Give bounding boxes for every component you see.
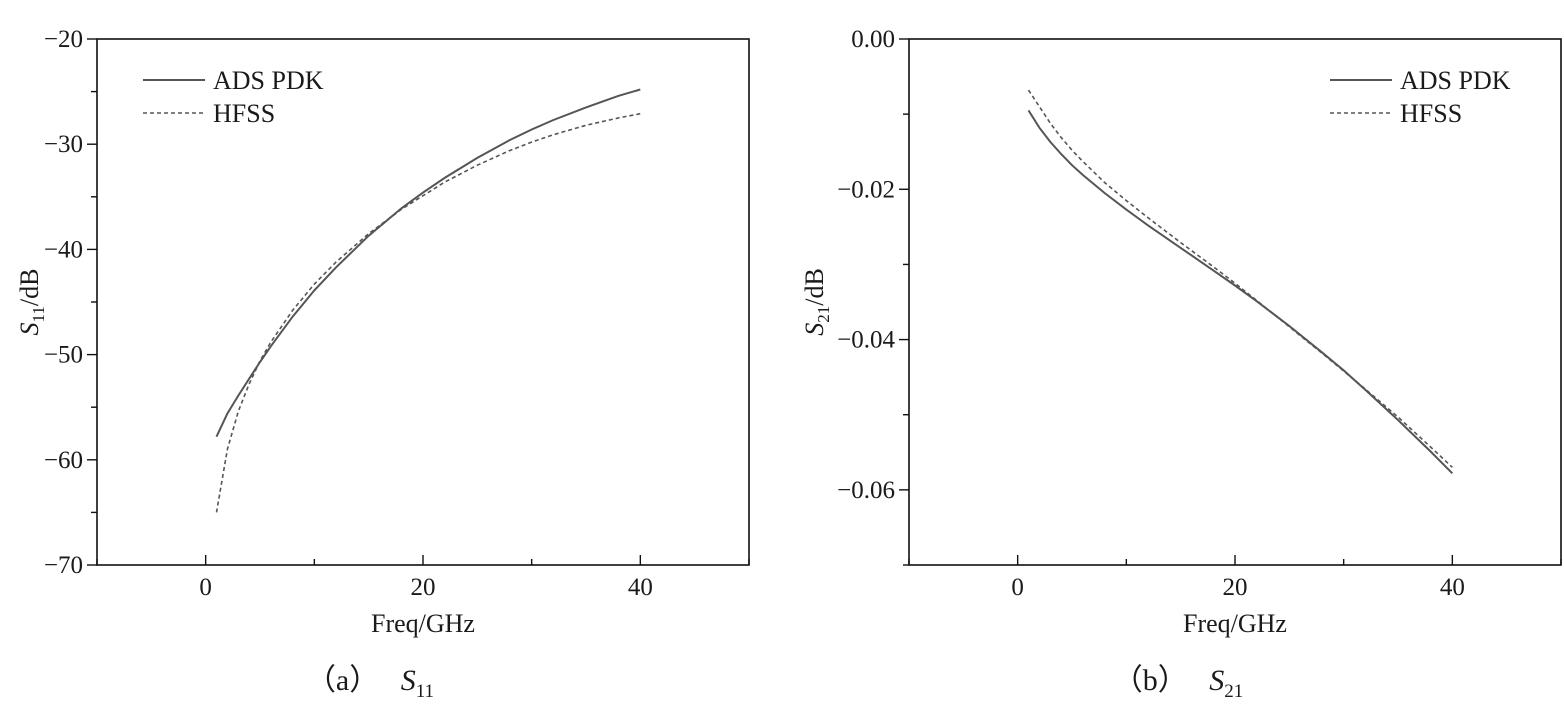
series-line-hfss bbox=[1027, 89, 1453, 468]
plot-frame bbox=[908, 38, 1562, 566]
y-tick-label: −20 bbox=[44, 26, 83, 53]
panel-caption: （b） S21 bbox=[1113, 664, 1244, 702]
caption-prefix: （b） bbox=[1113, 664, 1196, 697]
y-axis-title: S11/dB bbox=[15, 269, 48, 336]
caption-prefix: （a） bbox=[306, 664, 387, 697]
y-tick-label: −0.04 bbox=[837, 327, 895, 354]
panel-s11: 0 20 40−70−60−50−40−30−20Freq/GHzS11/dBADS… bbox=[15, 26, 750, 702]
x-axis-title: Freq/GHz bbox=[371, 609, 475, 638]
x-tick-label: 40 bbox=[1440, 574, 1465, 601]
caption-base: S bbox=[401, 664, 416, 697]
legend-label: HFSS bbox=[213, 99, 275, 128]
y-axis-title: S21/dB bbox=[800, 268, 833, 336]
caption-base: S bbox=[1209, 664, 1224, 697]
series-line-ads-pdk bbox=[215, 88, 641, 438]
series-line-ads-pdk bbox=[1027, 109, 1454, 475]
legend-label: ADS PDK bbox=[213, 66, 324, 95]
x-tick-label: 20 bbox=[411, 574, 436, 601]
caption-sub: 11 bbox=[416, 681, 434, 702]
x-tick-label: 0 bbox=[199, 574, 212, 601]
y-tick-label: −50 bbox=[44, 342, 83, 369]
y-tick-label: −30 bbox=[44, 131, 83, 158]
caption-sub: 21 bbox=[1224, 681, 1243, 702]
y-axis-title-base: S bbox=[800, 323, 829, 336]
y-axis-title-suffix: /dB bbox=[800, 268, 829, 306]
y-tick-label: −70 bbox=[44, 552, 83, 579]
y-axis-title-sub: 11 bbox=[29, 306, 48, 322]
x-axis-title: Freq/GHz bbox=[1183, 609, 1287, 638]
x-tick-label: 40 bbox=[628, 574, 653, 601]
x-tick-label: 20 bbox=[1223, 574, 1248, 601]
y-axis-title-base: S bbox=[15, 322, 44, 335]
panel-s21: 0 20 40−0.06−0.04−0.020.00Freq/GHzS21/dBAD… bbox=[800, 26, 1562, 702]
plot-frame bbox=[96, 38, 750, 566]
panel-caption: （a） S11 bbox=[306, 664, 434, 702]
y-axis-title-suffix: /dB bbox=[15, 269, 44, 307]
y-tick-label: −0.06 bbox=[837, 477, 895, 504]
x-tick-label: 0 bbox=[1011, 574, 1024, 601]
legend-label: HFSS bbox=[1400, 99, 1462, 128]
y-tick-label: −60 bbox=[44, 447, 83, 474]
y-tick-label: 0.00 bbox=[851, 26, 895, 53]
y-axis-title-sub: 21 bbox=[814, 306, 833, 323]
legend-label: ADS PDK bbox=[1400, 66, 1511, 95]
series-line-hfss bbox=[215, 112, 641, 513]
y-tick-label: −0.02 bbox=[837, 176, 895, 203]
y-tick-label: −40 bbox=[44, 236, 83, 263]
